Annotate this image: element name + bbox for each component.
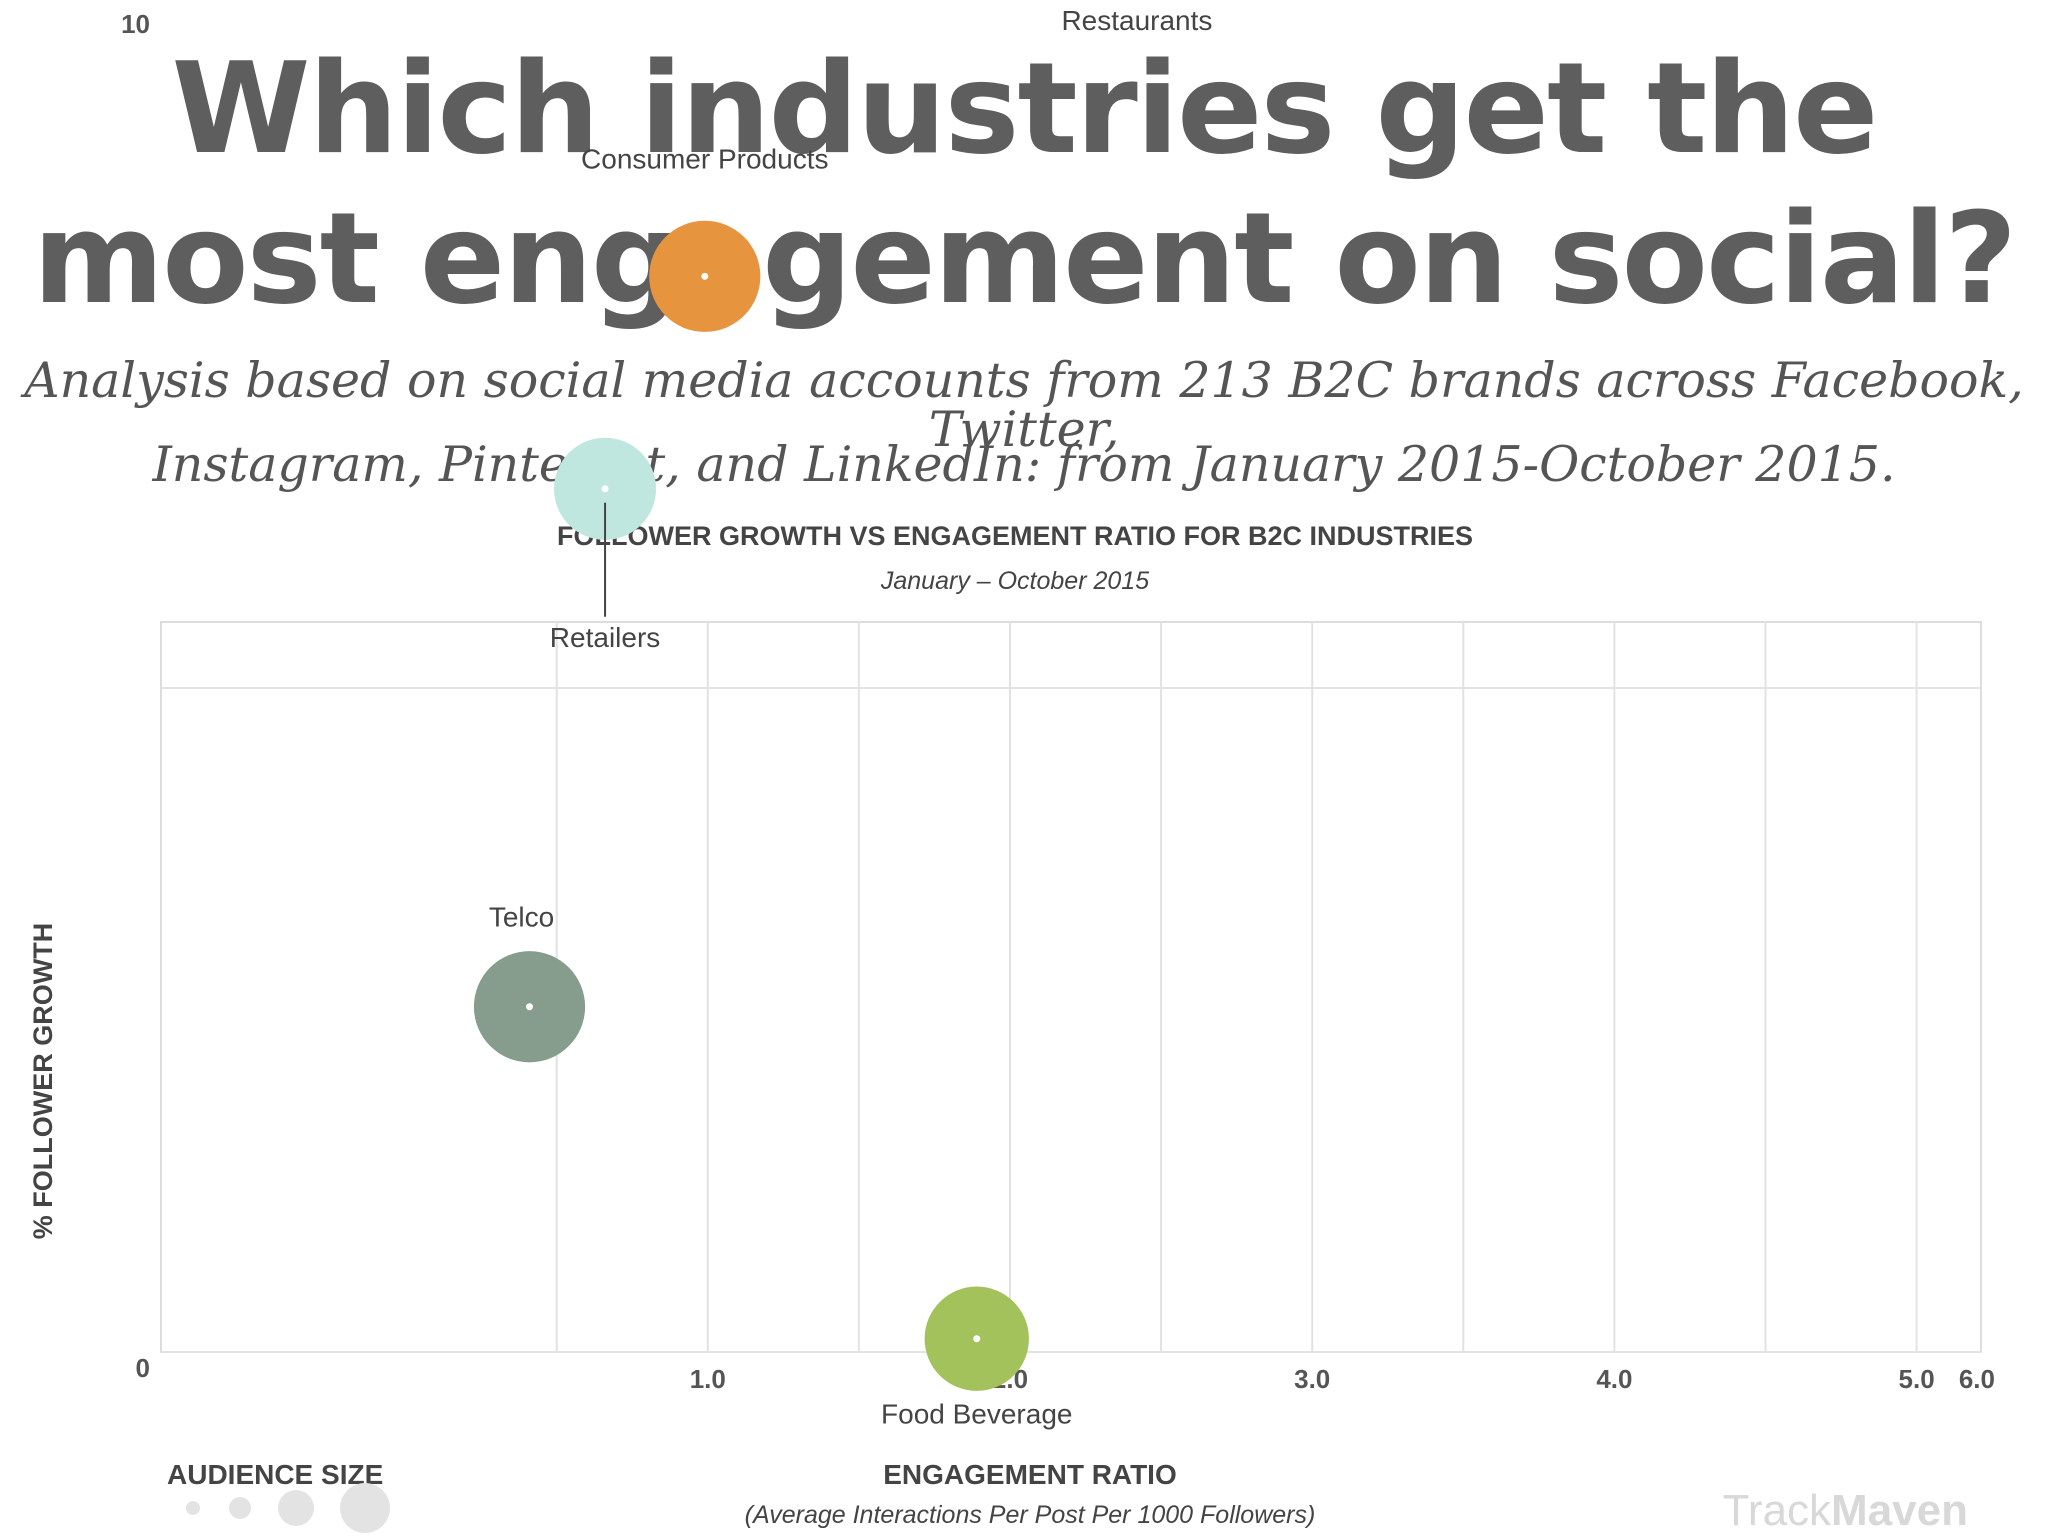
label-restaurants: Restaurants	[1061, 5, 1212, 36]
label-telco: Telco	[489, 902, 554, 933]
x-tick-label: 3.0	[1294, 1364, 1330, 1394]
chart-title: FOLLOWER GROWTH VS ENGAGEMENT RATIO FOR …	[557, 521, 1473, 551]
page-title-line-2: most engagement on social?	[32, 185, 2017, 332]
trackmaven-logo: TrackMaven	[1723, 1486, 1968, 1535]
size-legend-circle	[229, 1497, 251, 1519]
size-legend-title: AUDIENCE SIZE	[167, 1459, 383, 1490]
x-tick-label: 4.0	[1596, 1364, 1632, 1394]
size-legend-circle	[340, 1483, 390, 1533]
chart-subtitle: January – October 2015	[880, 567, 1149, 595]
axis-ticks: 010203040501.02.03.04.05.06.0	[121, 9, 1995, 1394]
size-legend-circle	[186, 1501, 200, 1515]
size-legend-circle	[278, 1490, 314, 1526]
label-retailers: Retailers	[550, 622, 660, 653]
x-tick-label: 6.0	[1959, 1364, 1995, 1394]
x-tick-label: 1.0	[690, 1364, 726, 1394]
bubble-center-dot	[973, 1335, 981, 1343]
x-axis-title: ENGAGEMENT RATIO	[883, 1459, 1176, 1490]
page-title-line-1: Which industries get the	[171, 35, 1879, 182]
y-tick-label: 10	[121, 9, 150, 39]
plot-frame	[160, 621, 1982, 1353]
label-consumer-products: Consumer Products	[581, 143, 828, 174]
label-food-beverage: Food Beverage	[881, 1399, 1072, 1430]
bubble-center-dot	[601, 485, 609, 493]
page-subtitle-line-2: Instagram, Pinterest, and LinkedIn: from…	[152, 436, 1896, 493]
x-axis-subtitle: (Average Interactions Per Post Per 1000 …	[745, 1501, 1316, 1529]
page-subtitle-line-1: Analysis based on social media accounts …	[24, 352, 2024, 458]
chart-grid	[160, 621, 1982, 1353]
x-tick-label: 5.0	[1899, 1364, 1935, 1394]
bubble-center-dot	[526, 1003, 534, 1011]
size-legend	[186, 1483, 390, 1533]
y-tick-label: 0	[136, 1353, 150, 1383]
bubble-series	[473, 220, 1029, 1391]
bubble-labels: HospitalityEntertainmentApparelInsurance…	[489, 5, 1213, 1430]
y-axis-title: % FOLLOWER GROWTH	[28, 923, 58, 1239]
bubble-center-dot	[701, 272, 709, 280]
